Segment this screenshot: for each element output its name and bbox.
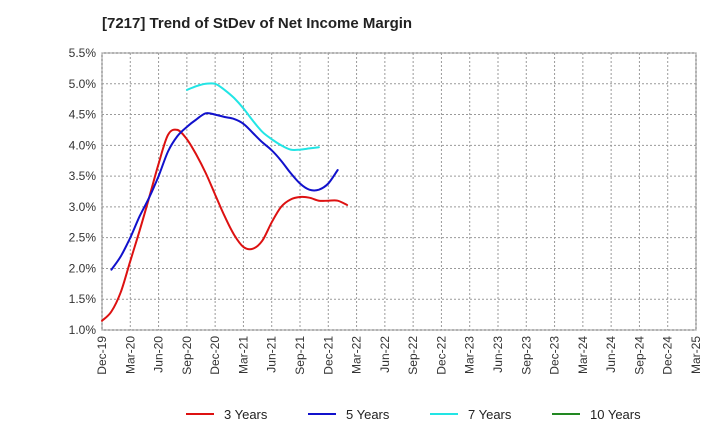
- series-line-3-years: [101, 128, 349, 322]
- x-tick-label: Sep-22: [406, 336, 420, 375]
- y-tick-label: 5.0%: [69, 77, 97, 91]
- legend-label: 5 Years: [346, 407, 390, 422]
- legend-label: 3 Years: [224, 407, 268, 422]
- y-tick-label: 2.5%: [69, 231, 97, 245]
- x-tick-label: Sep-24: [632, 336, 646, 375]
- series-lines: [101, 82, 349, 322]
- x-tick-label: Mar-21: [236, 336, 250, 374]
- y-tick-label: 1.5%: [69, 292, 97, 306]
- grid-lines: [101, 52, 697, 331]
- x-tick-label: Dec-21: [321, 336, 335, 375]
- chart-title: [7217] Trend of StDev of Net Income Marg…: [102, 15, 412, 32]
- x-tick-label: Sep-21: [293, 336, 307, 375]
- x-tick-label: Dec-22: [434, 336, 448, 375]
- x-tick-label: Sep-23: [519, 336, 533, 375]
- y-tick-label: 1.0%: [69, 323, 97, 337]
- x-tick-label: Dec-23: [548, 336, 562, 375]
- x-tick-label: Dec-19: [95, 336, 109, 375]
- x-tick-label: Mar-23: [463, 336, 477, 374]
- x-tick-label: Dec-24: [661, 336, 675, 375]
- y-tick-label: 4.5%: [69, 108, 97, 122]
- x-tick-label: Jun-20: [152, 336, 166, 373]
- y-axis: 1.0% 1.5% 2.0% 2.5% 3.0% 3.5% 4.0% 4.5% 5.0% 5.5%: [69, 46, 97, 337]
- y-tick-label: 5.5%: [69, 46, 97, 60]
- legend-label: 7 Years: [468, 407, 512, 422]
- x-tick-label: Jun-23: [491, 336, 505, 373]
- x-tick-label: Jun-24: [604, 336, 618, 373]
- y-tick-label: 3.5%: [69, 169, 97, 183]
- x-tick-label: Mar-20: [123, 336, 137, 374]
- y-tick-label: 4.0%: [69, 138, 97, 152]
- x-tick-label: Mar-24: [576, 336, 590, 374]
- series-line-5-years: [110, 112, 339, 271]
- x-tick-label: Jun-22: [378, 336, 392, 373]
- x-axis: Dec-19 Mar-20 Jun-20 Sep-20 Dec-20 Mar-21 Jun-…: [95, 336, 703, 375]
- x-tick-label: Jun-21: [265, 336, 279, 373]
- series-line-7-years: [185, 82, 320, 152]
- x-tick-label: Mar-25: [689, 336, 703, 374]
- x-tick-label: Sep-20: [180, 336, 194, 375]
- y-tick-label: 2.0%: [69, 261, 97, 275]
- plot-frame: [101, 52, 697, 331]
- legend: 3 Years 5 Years 7 Years 10 Years: [186, 407, 641, 422]
- legend-label: 10 Years: [590, 407, 641, 422]
- x-tick-label: Dec-20: [208, 336, 222, 375]
- y-tick-label: 3.0%: [69, 200, 97, 214]
- x-tick-label: Mar-22: [350, 336, 364, 374]
